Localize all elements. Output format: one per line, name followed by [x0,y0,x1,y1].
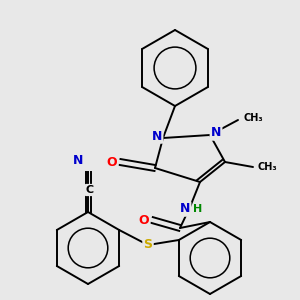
Text: H: H [194,204,202,214]
Text: O: O [139,214,149,226]
Text: N: N [211,127,221,140]
Text: CH₃: CH₃ [243,113,262,123]
Text: O: O [107,155,117,169]
Text: C: C [86,185,94,195]
Text: N: N [73,154,83,166]
Text: CH₃: CH₃ [258,162,278,172]
Text: N: N [152,130,162,142]
Text: N: N [180,202,190,215]
Text: S: S [143,238,152,251]
